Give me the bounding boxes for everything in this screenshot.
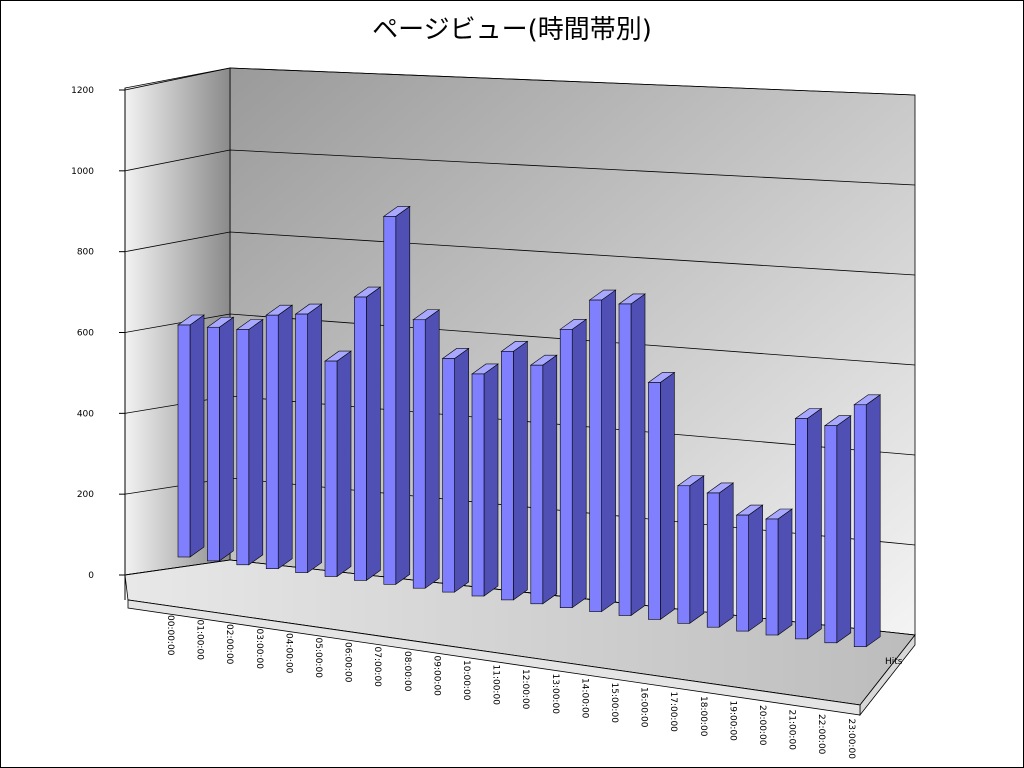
bar (736, 514, 749, 632)
bar-side (307, 303, 322, 574)
bar-side (219, 316, 234, 562)
bar-side (483, 363, 499, 597)
bar-side (807, 407, 822, 640)
grid-line (124, 313, 916, 366)
x-tick-label: 16:00:00 (639, 687, 649, 728)
depth-label: Hits (885, 657, 903, 667)
bar (501, 351, 514, 601)
bar (324, 360, 338, 577)
y-tick-label: 1000 (71, 167, 94, 177)
bar-side (660, 371, 675, 620)
x-tick-label: 12:00:00 (520, 669, 530, 710)
x-tick-label: 07:00:00 (372, 647, 382, 688)
bar-side (454, 347, 469, 593)
x-tick-label: 01:00:00 (195, 620, 205, 661)
x-tick-label: 05:00:00 (313, 638, 323, 679)
x-tick-label: 03:00:00 (254, 629, 264, 670)
bar (383, 216, 397, 585)
y-tick-label: 1200 (71, 86, 94, 96)
x-tick-label: 23:00:00 (846, 719, 856, 760)
x-tick-label: 22:00:00 (816, 714, 826, 755)
x-tick-label: 20:00:00 (757, 705, 767, 746)
bar (824, 425, 838, 644)
x-tick-label: 04:00:00 (283, 633, 293, 674)
bar (442, 358, 455, 593)
bar (677, 485, 691, 624)
bar-side (689, 475, 705, 624)
bar-side (630, 293, 646, 617)
bar (853, 404, 867, 648)
bar (648, 382, 661, 620)
bar-side (248, 318, 264, 566)
x-tick-label: 06:00:00 (343, 642, 353, 683)
bar (706, 492, 720, 628)
bar (530, 364, 544, 605)
bar-side (366, 286, 381, 581)
x-tick-label: 17:00:00 (668, 692, 678, 733)
bar-side (189, 314, 205, 558)
bar (177, 324, 191, 558)
bar (618, 303, 632, 616)
x-tick-label: 11:00:00 (491, 665, 501, 706)
x-tick-label: 08:00:00 (402, 651, 412, 692)
bar (559, 329, 573, 609)
bar-side (395, 205, 411, 585)
x-tick-label: 09:00:00 (431, 656, 441, 697)
y-tick-label: 600 (77, 329, 94, 339)
chart-title: ページビュー(時間帯別) (372, 15, 652, 45)
bar-side (718, 482, 734, 628)
x-tick-label: 15:00:00 (609, 683, 619, 724)
bar (265, 314, 279, 570)
bar-side (424, 309, 440, 589)
bar (412, 319, 426, 589)
y-tick-label: 200 (77, 490, 94, 500)
floor-front (127, 599, 861, 716)
bar-side (277, 304, 293, 570)
bar (295, 313, 308, 573)
y-tick-label: 400 (77, 409, 94, 419)
bar (765, 518, 779, 636)
y-tick-label: 800 (77, 248, 94, 258)
x-tick-label: 19:00:00 (727, 701, 737, 742)
x-tick-label: 02:00:00 (224, 624, 234, 665)
bar-side (513, 340, 528, 601)
bar (471, 373, 485, 597)
grid-line (124, 149, 916, 186)
x-tick-label: 14:00:00 (579, 678, 589, 719)
bar-side (836, 415, 852, 644)
bar-side (865, 394, 881, 648)
bar (236, 329, 250, 566)
x-tick-label: 10:00:00 (461, 660, 471, 701)
bar (795, 418, 808, 640)
bar (589, 299, 602, 612)
x-tick-label: 00:00:00 (165, 615, 175, 656)
x-tick-label: 18:00:00 (698, 696, 708, 737)
x-tick-label: 21:00:00 (787, 710, 797, 751)
bar-side (777, 508, 793, 636)
bar (207, 326, 220, 562)
bar-side (571, 318, 587, 609)
grid-line (124, 231, 916, 276)
x-tick-label: 13:00:00 (550, 674, 560, 715)
grid-line (124, 67, 916, 96)
bar (354, 296, 367, 581)
bar-side (336, 350, 352, 578)
bar-side (542, 354, 558, 605)
bar-side (748, 504, 763, 632)
bar-side (601, 289, 616, 613)
y-tick-label: 0 (88, 571, 94, 581)
